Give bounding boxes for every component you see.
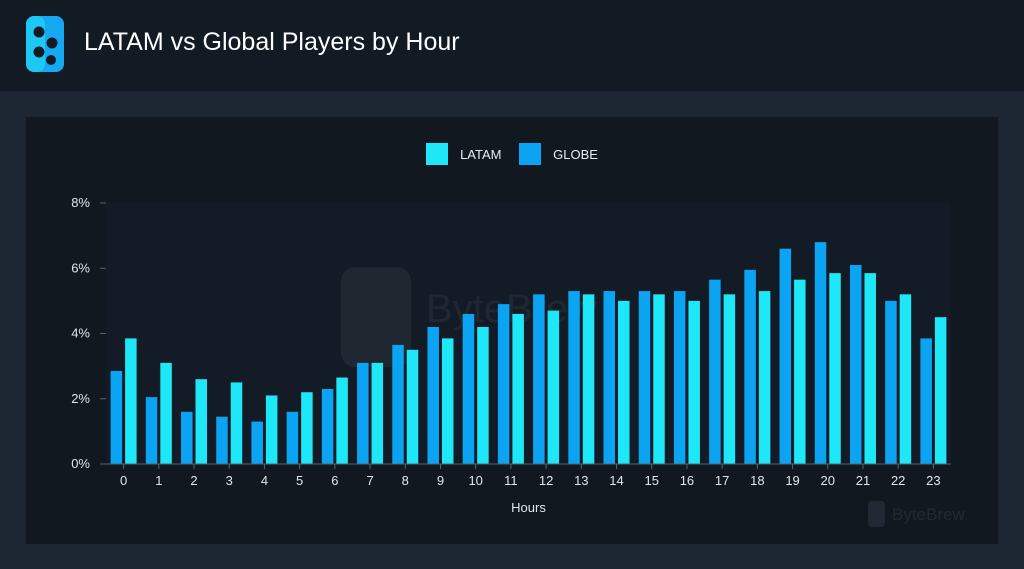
bar-globe <box>181 411 193 464</box>
bar-globe <box>533 294 545 464</box>
x-axis-title: Hours <box>511 500 546 515</box>
legend-swatch-globe <box>519 143 542 165</box>
x-tick-label: 23 <box>926 473 940 488</box>
x-tick-label: 7 <box>366 473 373 488</box>
x-tick-label: 22 <box>891 473 905 488</box>
x-tick-label: 4 <box>261 473 268 488</box>
x-tick-label: 18 <box>750 473 764 488</box>
header-bar: LATAM vs Global Players by Hour <box>0 0 1024 91</box>
bar-latam <box>758 291 771 464</box>
bytebrew-logo-icon <box>868 501 885 527</box>
bar-latam <box>794 279 806 464</box>
legend-item-latam[interactable]: LATAM <box>426 143 502 165</box>
bytebrew-watermark: ByteBrew <box>868 501 965 527</box>
bar-globe <box>392 344 404 464</box>
bar-latam <box>406 349 419 464</box>
bar-latam <box>371 362 384 464</box>
bar-globe <box>251 421 263 464</box>
bar-latam <box>477 326 489 464</box>
x-tick-label: 5 <box>296 473 303 488</box>
bar-latam <box>582 294 595 464</box>
bar-latam <box>265 395 278 464</box>
bar-globe <box>779 248 792 464</box>
bar-globe <box>497 304 510 464</box>
bar-globe <box>286 411 299 464</box>
bar-latam <box>618 300 630 464</box>
x-tick-label: 21 <box>856 473 870 488</box>
y-tick-label: 6% <box>71 260 90 275</box>
chart-legend: LATAM GLOBE <box>26 143 998 167</box>
bar-globe <box>568 291 580 464</box>
bar-globe <box>462 313 475 464</box>
y-tick-label: 0% <box>71 456 90 471</box>
chart-panel: ByteBrew 0% 2% 4% 6% 8% 0 1 2 3 4 5 6 7 8 9 10 11 12 13 14 15… <box>26 117 998 544</box>
bar-latam <box>829 273 841 464</box>
x-tick-label: 20 <box>821 473 835 488</box>
bar-latam <box>934 317 947 464</box>
bar-globe <box>638 291 651 464</box>
x-tick-label: 3 <box>226 473 233 488</box>
bar-globe <box>321 388 334 464</box>
bar-latam <box>336 377 348 464</box>
y-tick-label: 2% <box>71 391 90 406</box>
x-tick-label: 8 <box>402 473 409 488</box>
x-tick-label: 13 <box>574 473 588 488</box>
page-title: LATAM vs Global Players by Hour <box>84 28 460 56</box>
bar-latam <box>653 294 665 464</box>
bar-globe <box>110 371 123 464</box>
bar-latam <box>230 382 243 464</box>
x-tick-label: 14 <box>609 473 623 488</box>
x-tick-label: 15 <box>644 473 658 488</box>
bar-latam <box>160 362 172 464</box>
x-tick-label: 12 <box>539 473 553 488</box>
bar-latam <box>899 294 912 464</box>
y-tick-label: 4% <box>71 326 90 341</box>
x-tick-label: 1 <box>155 473 162 488</box>
bar-globe <box>709 279 721 464</box>
bar-globe <box>814 242 827 464</box>
legend-label-globe: GLOBE <box>553 146 598 162</box>
x-tick-label: 19 <box>785 473 799 488</box>
x-tick-label: 16 <box>680 473 694 488</box>
bar-globe <box>357 362 369 464</box>
x-tick-label: 2 <box>190 473 197 488</box>
legend-label-latam: LATAM <box>460 146 502 162</box>
bar-globe <box>427 326 439 464</box>
bar-globe <box>849 264 862 464</box>
bar-globe <box>920 338 932 464</box>
plot-area <box>106 203 951 464</box>
y-tick-label: 8% <box>71 195 90 210</box>
bar-globe <box>885 300 897 464</box>
x-tick-label: 9 <box>437 473 444 488</box>
bar-latam <box>512 313 524 464</box>
bar-globe <box>216 416 228 464</box>
bar-latam <box>441 338 454 464</box>
bar-latam <box>301 392 313 464</box>
legend-item-globe[interactable]: GLOBE <box>519 143 598 165</box>
bar-latam <box>688 300 700 464</box>
plot-watermark-logo-icon <box>341 267 411 367</box>
x-tick-label: 11 <box>504 473 518 488</box>
bar-latam <box>195 379 208 464</box>
x-tick-label: 0 <box>120 473 127 488</box>
bar-latam <box>547 310 560 464</box>
x-tick-label: 17 <box>715 473 729 488</box>
x-tick-label: 10 <box>468 473 482 488</box>
x-tick-label: 6 <box>331 473 338 488</box>
bar-latam <box>723 294 736 464</box>
bar-latam <box>125 338 137 464</box>
bar-globe <box>673 291 686 464</box>
bar-latam <box>864 273 876 464</box>
bytebrew-logo-icon <box>26 16 64 72</box>
bar-globe <box>744 269 756 464</box>
bar-globe <box>603 291 616 464</box>
watermark-text: ByteBrew <box>892 505 965 524</box>
legend-swatch-latam <box>426 143 449 165</box>
bar-globe <box>145 397 158 464</box>
